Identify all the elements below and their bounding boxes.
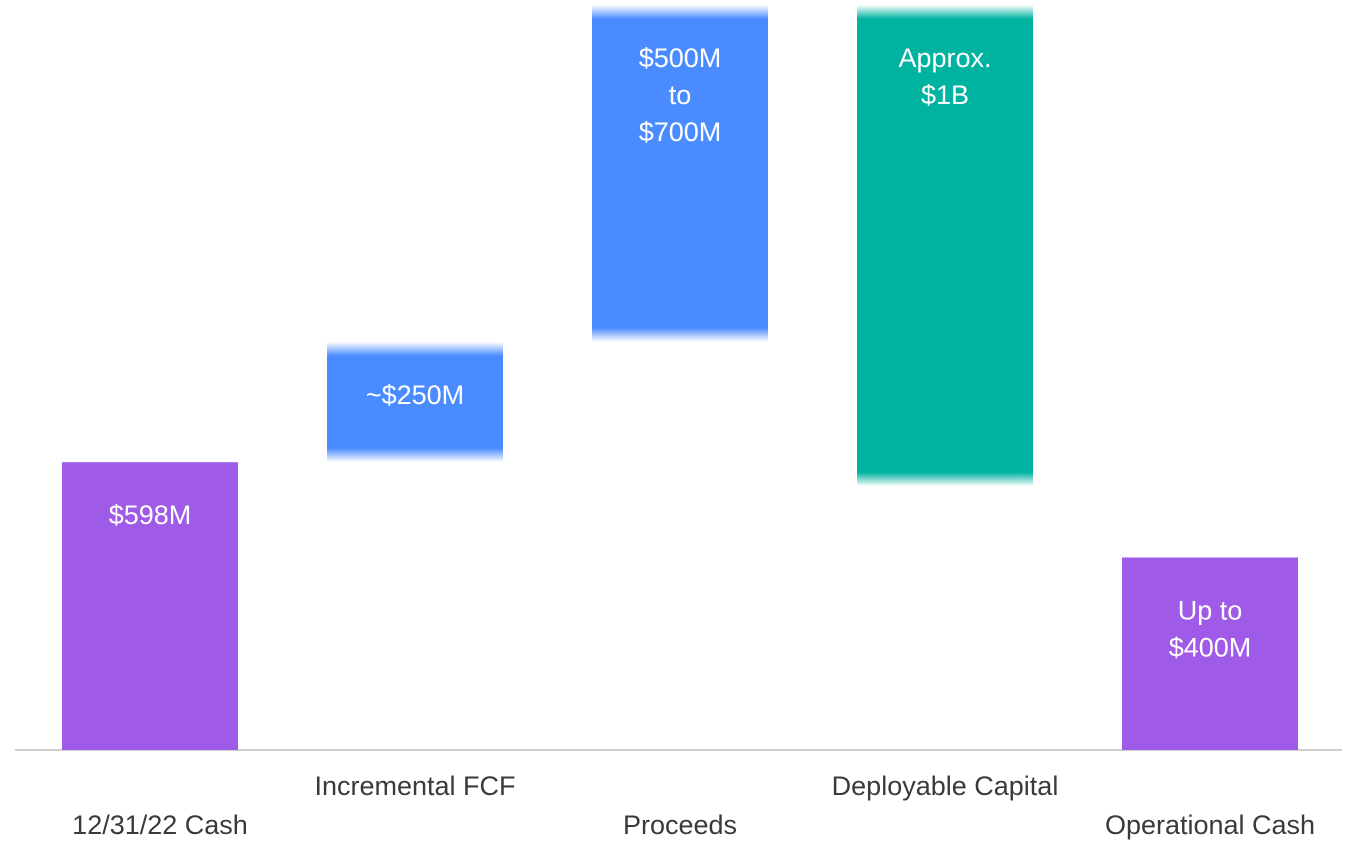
category-label: Deployable Capital — [832, 771, 1059, 801]
category-label: Proceeds — [623, 810, 737, 840]
value-label: $598M — [109, 500, 192, 530]
bar — [592, 5, 768, 342]
bar — [62, 462, 238, 750]
value-label: ~$250M — [366, 380, 464, 410]
value-label: Up to $400M — [1169, 596, 1252, 663]
category-label: Incremental FCF — [314, 771, 515, 801]
bar — [327, 341, 503, 463]
value-label: $500M to $700M — [639, 43, 722, 147]
category-label: Operational Cash — [1105, 810, 1315, 840]
bar — [1122, 557, 1298, 750]
category-label: 12/31/22 Cash — [72, 810, 248, 840]
value-label: Approx. $1B — [898, 43, 991, 110]
bar — [857, 5, 1033, 487]
